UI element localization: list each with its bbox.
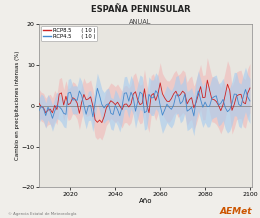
X-axis label: Año: Año [139, 198, 152, 204]
Legend: RCP8.5      ( 10 ), RCP4.5      ( 10 ): RCP8.5 ( 10 ), RCP4.5 ( 10 ) [41, 26, 97, 41]
Text: AEMet: AEMet [220, 207, 252, 216]
Text: ANUAL: ANUAL [129, 19, 152, 25]
Text: © Agencia Estatal de Meteorología: © Agencia Estatal de Meteorología [8, 212, 76, 216]
Text: ESPAÑA PENINSULAR: ESPAÑA PENINSULAR [90, 5, 190, 14]
Y-axis label: Cambio en precipitaciones intensas (%): Cambio en precipitaciones intensas (%) [15, 51, 20, 160]
